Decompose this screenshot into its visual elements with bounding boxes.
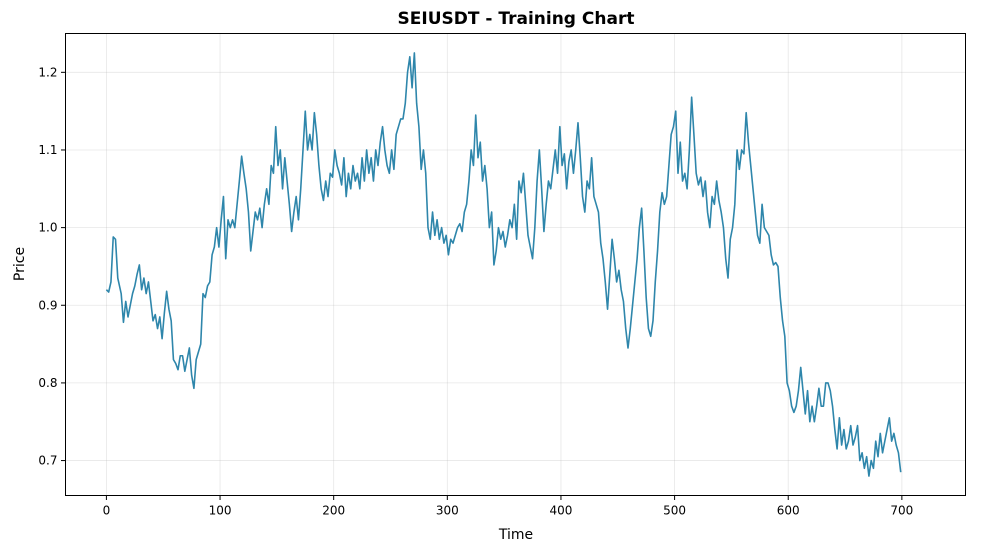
plot-area-frame [65,33,966,496]
price-series-line [105,52,902,477]
x-tick-label: 700 [890,504,913,518]
y-tick-label: 1.1 [38,143,57,157]
y-axis-ticks: 0.7 0.8 0.9 1.0 1.1 1.2 [38,65,66,468]
x-axis-ticks: 0 100 200 300 400 500 600 700 [103,495,913,518]
x-tick-label: 500 [663,504,686,518]
x-tick-label: 600 [777,504,800,518]
y-tick-label: 0.8 [38,376,57,390]
grid-lines [65,33,966,496]
y-tick-label: 1.0 [38,221,57,235]
y-tick-label: 0.9 [38,298,57,312]
x-axis-label: Time [498,527,533,543]
y-tick-label: 1.2 [38,65,57,79]
y-axis-label: Price [12,247,28,281]
x-tick-label: 300 [436,504,459,518]
series-layer [105,52,902,477]
y-tick-label: 0.7 [38,454,57,468]
chart-title: SEIUSDT - Training Chart [398,9,635,29]
x-tick-label: 100 [209,504,232,518]
x-tick-label: 400 [550,504,573,518]
x-tick-label: 0 [103,504,111,518]
x-tick-label: 200 [322,504,345,518]
